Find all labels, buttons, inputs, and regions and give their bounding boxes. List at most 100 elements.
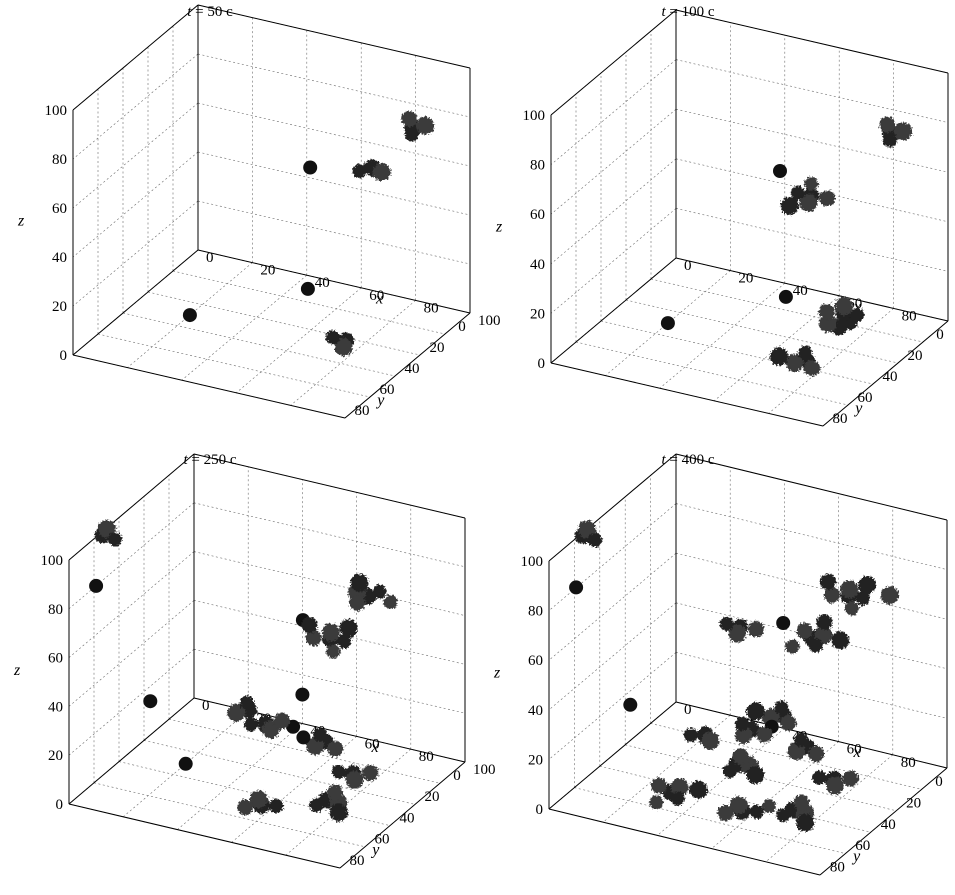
grid-line [675, 59, 949, 123]
cluster-blob-part [894, 122, 913, 141]
z-tick-label: 40 [52, 250, 67, 266]
grid-line [548, 552, 677, 661]
panel-4-edges [548, 453, 948, 876]
grid-line [172, 270, 446, 335]
axis-edge [72, 4, 199, 111]
axis-edge [339, 761, 466, 869]
x-tick-label: 40 [793, 283, 808, 299]
panel-2-clusters [660, 116, 913, 377]
cluster-blob-part [349, 595, 366, 611]
panel-1-title-rest: = 50 с [191, 4, 233, 20]
cluster-point [660, 316, 675, 331]
axis-edge [819, 767, 948, 876]
grid-line [197, 151, 471, 216]
cluster-blob [818, 297, 865, 322]
grid-line [68, 502, 195, 610]
cluster-blob-part [804, 176, 819, 191]
y-tick-label: 40 [400, 810, 415, 826]
axis-edge [72, 249, 199, 356]
panel-4-y-ticks: 0 20 40 60 80 [830, 774, 943, 876]
x-tick-label: 60 [369, 288, 384, 304]
z-tick-label: 100 [41, 553, 64, 569]
axis-edge [68, 803, 341, 869]
cluster-blob-part [244, 717, 259, 732]
grid-line [197, 53, 471, 118]
grid-line [72, 151, 199, 258]
panel-3-z-axis-label: z [13, 662, 21, 679]
cluster-blob [734, 716, 773, 744]
grid-line [118, 761, 391, 826]
panel-2-grid [550, 9, 949, 427]
y-tick-label: 80 [350, 853, 365, 869]
cluster-blob-part [339, 619, 358, 638]
cluster-blob [812, 770, 859, 795]
cluster-blob [879, 116, 913, 148]
grid-line [548, 652, 677, 760]
grid-line [177, 723, 303, 830]
cluster-blob-part [844, 601, 859, 616]
z-tick-label: 60 [52, 201, 67, 217]
y-tick-label: 60 [380, 382, 395, 398]
panel-2-z-ticks: 0 20 40 60 80 100 [523, 108, 546, 372]
cluster-blob-part [350, 573, 369, 592]
panel-2-y-ticks: 0 20 40 60 80 [833, 327, 944, 427]
panel-4-title-rest: = 400 с [666, 452, 715, 468]
panel-4-x-axis-label: x [853, 744, 861, 761]
cluster-blob [348, 573, 398, 611]
cluster-blob [331, 764, 379, 789]
cluster-blob-part [803, 360, 820, 377]
cluster-blob-part [816, 614, 833, 631]
cluster-blob [820, 573, 899, 616]
cluster-blob [717, 796, 764, 822]
axis-edge [548, 453, 677, 562]
z-tick-label: 40 [530, 257, 545, 273]
z-tick-label: 0 [56, 797, 64, 813]
panel-1-y-ticks: 0 20 40 60 80 [355, 319, 466, 419]
panel-1-y-axis-label: y [375, 392, 385, 409]
grid-line [600, 320, 874, 385]
cluster-blob-part [808, 638, 823, 653]
cluster-blob-part [240, 695, 254, 710]
cluster-point [295, 687, 310, 702]
panel-2: t = 100 с 0 20 40 60 80 100 0 20 40 60 8… [495, 4, 949, 427]
grid-line [122, 312, 396, 377]
cluster-blob-part [746, 702, 765, 721]
cluster-blob-part [416, 116, 435, 135]
axis-edge [344, 312, 471, 419]
z-tick-label: 40 [48, 699, 63, 715]
panel-4: t = 400 с 0 20 40 60 80 100 0 20 40 60 8… [493, 452, 948, 876]
grid-line [548, 503, 677, 611]
panel-2-edges [550, 9, 949, 427]
panel-1-x-ticks: 0 20 40 60 80 100 [206, 250, 501, 329]
panel-4-y-axis-label: y [851, 848, 861, 865]
cluster-blob-part [683, 728, 698, 743]
grid-line [68, 648, 195, 756]
cluster-blob-part [345, 770, 364, 789]
cluster-blob-part [858, 576, 877, 594]
panel-1-grid [72, 4, 471, 419]
cluster-blob-part [882, 133, 897, 148]
grid-line [574, 787, 846, 854]
cluster-point [773, 164, 787, 178]
cluster-blob-part [588, 533, 602, 547]
cluster-blob [227, 695, 257, 722]
cluster-blob-part [796, 813, 815, 832]
panel-2-x-axis-label: x [853, 299, 861, 316]
cluster-blob [722, 748, 765, 784]
z-tick-label: 20 [528, 752, 543, 768]
cluster-blob-part [850, 308, 865, 322]
cluster-blob-part [879, 116, 896, 133]
cluster-blob-part [651, 777, 667, 794]
grid-line [290, 300, 416, 406]
cluster-blob-part [401, 111, 418, 127]
y-tick-label: 0 [935, 774, 943, 790]
x-tick-label: 100 [473, 762, 496, 778]
y-tick-label: 20 [430, 340, 445, 356]
grid-line [147, 291, 421, 356]
x-tick-label: 80 [419, 749, 434, 765]
panel-4-title-var: t [661, 452, 666, 468]
grid-line [93, 782, 366, 848]
panel-3-title: t = 250 с [183, 452, 236, 468]
grid-line [236, 287, 362, 394]
